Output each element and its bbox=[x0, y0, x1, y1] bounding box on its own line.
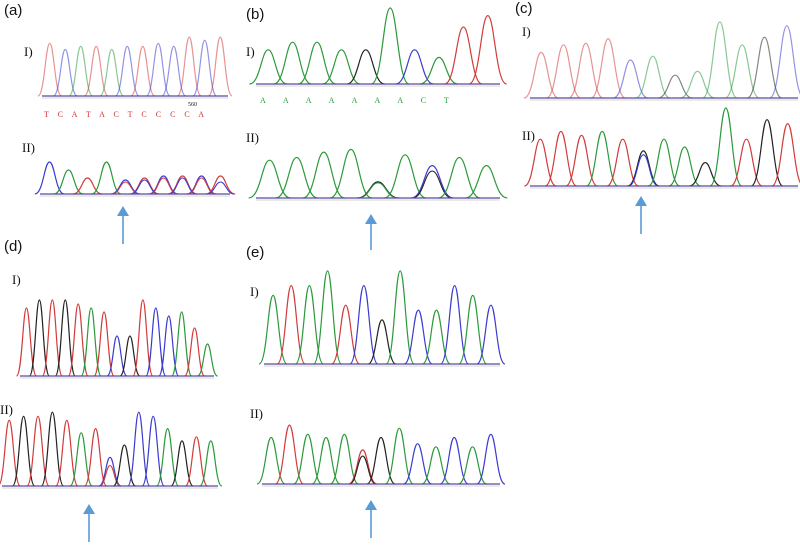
panel-a-row2-label: II) bbox=[22, 140, 35, 155]
chromatogram-b-1 bbox=[249, 7, 507, 87]
chromatogram-b-2 bbox=[248, 148, 508, 201]
arrow-up-icon bbox=[635, 196, 647, 234]
arrow-up-icon bbox=[117, 206, 129, 244]
panel-d-row1-label: I) bbox=[12, 272, 21, 287]
panel-c-row1-label: I) bbox=[522, 24, 531, 39]
panel-e-row1-label: I) bbox=[250, 284, 259, 299]
chromatogram-a-1 bbox=[37, 36, 233, 99]
arrow-up-icon bbox=[83, 504, 95, 542]
chromatogram-c-1 bbox=[523, 21, 800, 101]
panel-a-label: (a) bbox=[4, 2, 23, 19]
panel-a-base-calls: T C A T A C T C C C C A bbox=[44, 110, 205, 119]
panel-d-label: (d) bbox=[4, 238, 23, 255]
panel-c-label: (c) bbox=[515, 0, 533, 17]
chromatogram-e-2 bbox=[256, 424, 506, 487]
chromatogram-d-2 bbox=[0, 411, 223, 489]
panel-e-label: (e) bbox=[246, 244, 265, 261]
chromatogram-a-2 bbox=[34, 161, 236, 197]
arrow-up-icon bbox=[365, 214, 377, 250]
arrow-up-icon bbox=[365, 500, 377, 538]
panel-b-row1-label: I) bbox=[246, 44, 255, 59]
chromatogram-d-1 bbox=[15, 299, 218, 379]
panel-d-row2-label: II) bbox=[0, 402, 13, 417]
panel-b-row2-label: II) bbox=[246, 130, 259, 145]
chromatogram-c-2 bbox=[524, 107, 800, 189]
panel-a-position-number: 560 bbox=[188, 102, 197, 108]
panel-e-row2-label: II) bbox=[250, 406, 263, 421]
panel-c-row2-label: II) bbox=[522, 128, 535, 143]
panel-b-label: (b) bbox=[246, 6, 265, 23]
panel-b-base-calls: A A A A A A A C T bbox=[260, 96, 449, 105]
panel-a-row1-label: I) bbox=[24, 44, 33, 59]
chromatogram-e-1 bbox=[258, 270, 506, 367]
